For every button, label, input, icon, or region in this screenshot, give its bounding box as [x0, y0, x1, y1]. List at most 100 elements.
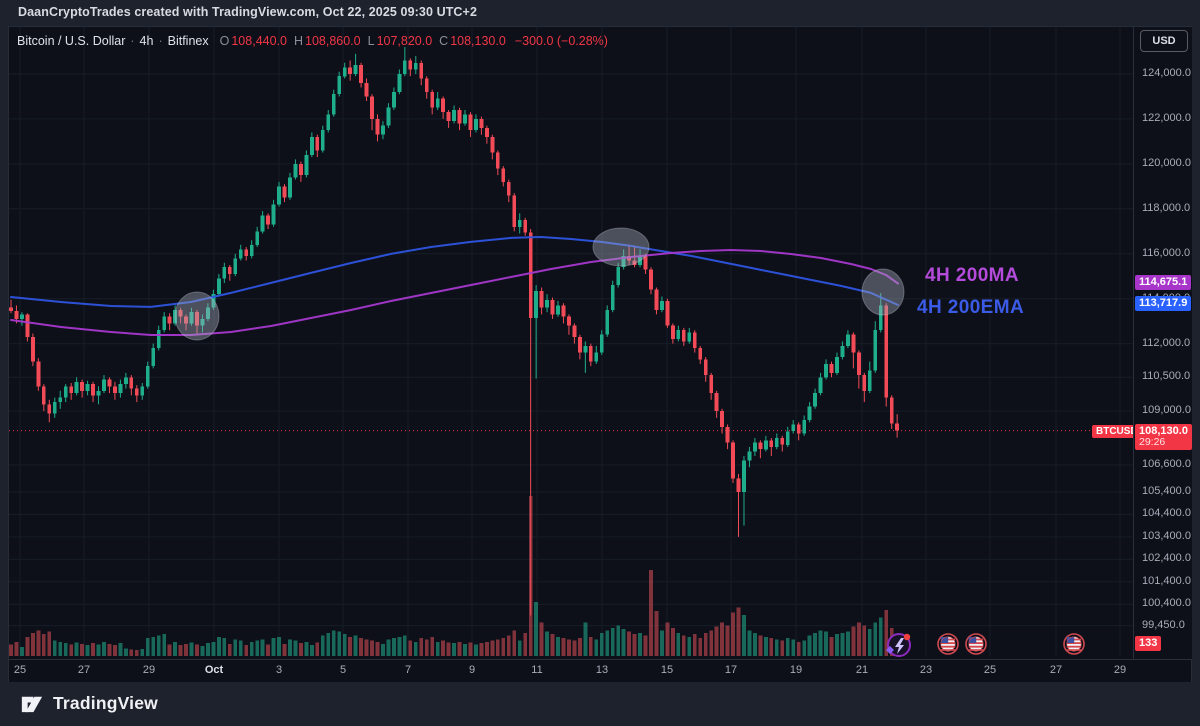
volume-bar — [162, 634, 167, 656]
candle-body — [572, 325, 577, 337]
volume-bar — [856, 622, 861, 656]
candle-body — [856, 352, 861, 376]
volume-bar — [780, 640, 785, 656]
candle-body — [320, 130, 325, 151]
candle-body — [173, 309, 177, 324]
time-axis[interactable]: 25 27 29 Oct 3 5 7 9 11 13 15 17 19 21 23 25 27 29 — [9, 659, 1191, 682]
candle-body — [36, 361, 41, 387]
price-tick-label: 104,400.0 — [1142, 507, 1191, 519]
candle-body — [534, 290, 539, 318]
candle-body — [676, 330, 681, 340]
flag-canton — [940, 637, 949, 643]
price-tick-label: 116,000.0 — [1142, 247, 1191, 259]
candle-body — [260, 215, 265, 232]
open-label: O — [219, 34, 230, 48]
candle-body — [69, 386, 74, 393]
separator-dot: · — [158, 34, 163, 48]
price-tick-label: 102,400.0 — [1142, 552, 1191, 564]
candle-body — [709, 375, 714, 394]
candle-body — [681, 330, 686, 342]
price-tick-label: 99,450.0 — [1142, 619, 1185, 631]
price-tick-label: 112,000.0 — [1142, 337, 1191, 349]
candle-body — [134, 388, 139, 396]
volume-bar — [594, 639, 599, 656]
volume-bar — [742, 615, 746, 656]
volume-bar — [266, 644, 270, 656]
volume-bar — [260, 639, 265, 656]
volume-bar — [375, 641, 380, 656]
volume-bar — [638, 633, 642, 656]
candle-body — [758, 442, 763, 450]
chart-legend[interactable]: Bitcoin / U.S. Dollar · 4h · Bitfinex O … — [17, 34, 608, 48]
candle-body — [878, 305, 883, 331]
price-tick-label: 120,000.0 — [1142, 157, 1191, 169]
volume-bar — [413, 641, 418, 656]
candle-body — [244, 249, 249, 256]
price-tick-label: 109,000.0 — [1142, 404, 1191, 416]
volume-bar — [758, 635, 763, 656]
chart-widget: Bitcoin / U.S. Dollar · 4h · Bitfinex O … — [8, 26, 1192, 682]
volume-bar — [96, 644, 101, 656]
symbol-price-line-tag: BTCUSD — [1092, 425, 1142, 438]
volume-bar — [288, 639, 292, 656]
volume-bar — [25, 636, 30, 656]
candle-body — [74, 381, 79, 393]
volume-bar — [572, 640, 577, 656]
economic-event-flag-icon[interactable] — [937, 633, 959, 655]
volume-bar — [851, 626, 856, 656]
candle-body — [249, 244, 254, 256]
candle-body — [293, 163, 298, 178]
flag-canton — [968, 637, 977, 643]
price-chart[interactable] — [9, 27, 1133, 659]
volume-bar — [156, 635, 161, 656]
candle-body — [468, 114, 473, 131]
volume-bar — [402, 635, 407, 656]
symbol-title[interactable]: Bitcoin / U.S. Dollar — [17, 34, 126, 48]
candle-body — [785, 431, 790, 445]
volume-bar — [216, 636, 221, 656]
volume-bar — [643, 635, 648, 656]
exchange-label: Bitfinex — [167, 34, 209, 48]
stream-event-icon[interactable] — [886, 633, 911, 657]
tradingview-logo[interactable]: TradingView — [18, 690, 158, 717]
candle-body — [435, 98, 440, 108]
candle-body — [342, 67, 347, 77]
volume-bar — [30, 633, 35, 656]
candle-body — [523, 220, 528, 233]
candle-body — [282, 186, 287, 198]
volume-bar — [359, 638, 363, 656]
economic-event-flag-icon[interactable] — [965, 633, 987, 655]
price-tick-label: 122,000.0 — [1142, 112, 1191, 124]
candle-body — [200, 318, 205, 326]
currency-toggle-button[interactable]: USD — [1140, 30, 1188, 52]
flag-canton — [1066, 637, 1075, 643]
volume-bar — [386, 639, 391, 656]
candle-body — [178, 309, 183, 317]
volume-bar — [523, 633, 528, 656]
candle-body — [129, 377, 134, 389]
candle-body — [484, 127, 489, 137]
candle-body — [807, 406, 812, 421]
candle-body — [802, 420, 807, 434]
volume-bar — [621, 629, 626, 656]
candle-body — [195, 312, 199, 326]
volume-bar — [840, 633, 845, 656]
ema-annotation: 4H 200EMA — [917, 297, 1025, 318]
candle-body — [835, 357, 839, 373]
low-value: 107,820.0 — [376, 34, 433, 48]
volume-bar — [878, 617, 883, 656]
price-axis[interactable]: 99,450.0 100,400.0 101,400.0 102,400.0 103,4… — [1133, 27, 1192, 659]
candle-body — [687, 332, 692, 342]
volume-bar — [692, 634, 697, 656]
ma-value-tag: 114,675.1 — [1135, 275, 1192, 290]
candle-body — [107, 379, 112, 387]
candle-body — [370, 96, 374, 119]
volume-bar — [791, 639, 796, 656]
economic-event-flag-icon[interactable] — [1063, 633, 1085, 655]
timeframe-label[interactable]: 4h — [139, 34, 154, 48]
candle-body — [315, 136, 320, 151]
volume-bar — [884, 609, 889, 656]
candle-body — [392, 92, 396, 108]
time-tick-label: 25 — [13, 664, 27, 676]
volume-bar — [474, 644, 478, 656]
